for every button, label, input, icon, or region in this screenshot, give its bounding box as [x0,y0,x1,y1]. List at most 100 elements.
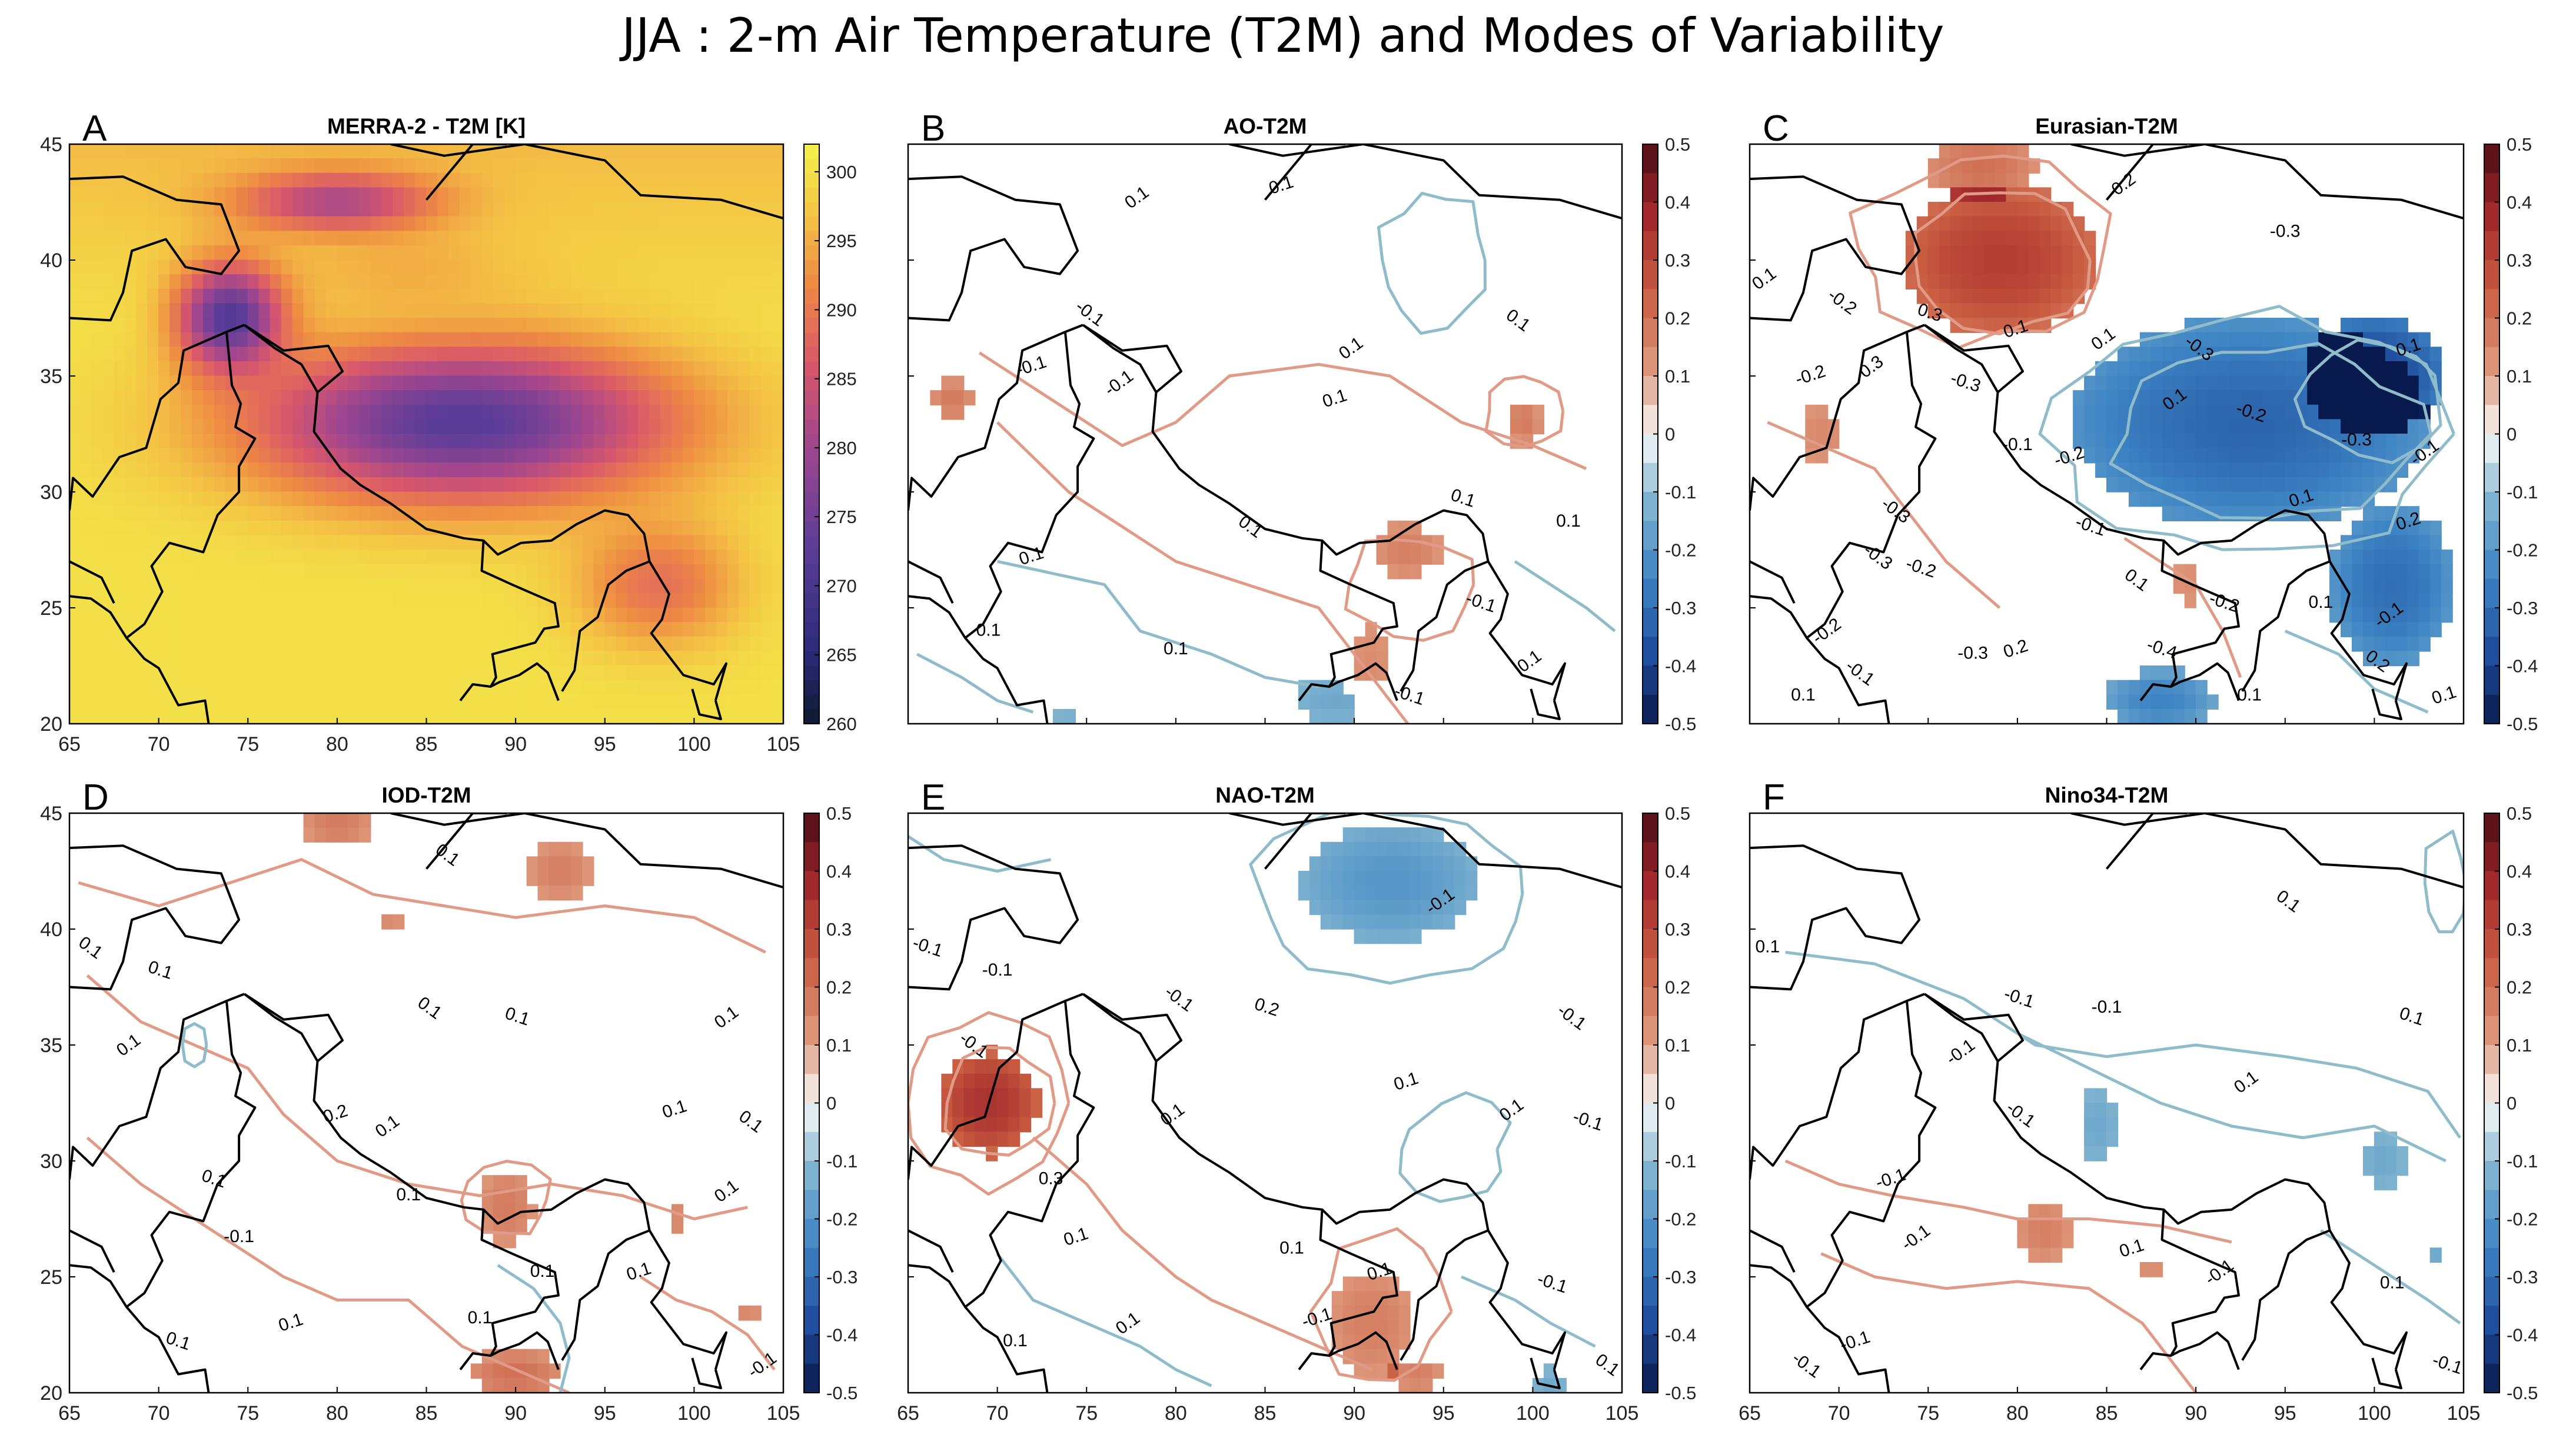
grid-cell [158,216,171,232]
grid-cell [437,375,450,391]
grid-cell [136,259,148,275]
grid-cell [537,564,550,580]
grid-cell [738,564,750,580]
grid-cell [325,535,338,551]
positive-contour [943,1046,1056,1157]
grid-cell [292,144,304,159]
x-tick-label: 95 [2274,1402,2296,1425]
grid-cell [571,550,583,565]
grid-cell [459,550,472,565]
grid-cell [2150,419,2163,435]
grid-cell [381,361,394,377]
grid-cell [359,144,371,159]
grid-cell [1950,245,1962,261]
grid-cell [693,535,706,551]
grid-cell [181,506,193,521]
colorbar-tick-label: -0.5 [1665,714,1696,734]
grid-cell [1398,885,1411,901]
grid-cell [1995,274,2007,289]
grid-cell [281,361,293,377]
grid-cell [2385,361,2397,377]
grid-cell [448,144,461,159]
grid-cell [2173,448,2185,464]
border-line [459,1331,560,1370]
grid-cell [2128,680,2141,695]
grid-cell [660,274,673,289]
grid-cell [997,1131,1009,1147]
grid-cell [515,187,527,203]
grid-cell [560,216,572,232]
grid-cell [2329,593,2342,608]
grid-cell [627,708,639,724]
grid-cell [314,520,327,536]
grid-cell [348,202,360,217]
grid-cell [359,361,371,377]
colorbar-segment [804,1074,819,1104]
panel-b: -0.10.10.10.10.10.10.10.1-0.1-0.10.1-0.1… [907,108,1696,734]
colorbar-segment [1643,929,1658,959]
grid-cell [549,651,561,667]
grid-cell [671,462,684,478]
grid-cell [504,390,516,405]
grid-cell [760,680,773,695]
grid-cell [2084,390,2096,405]
grid-cell [337,216,349,232]
colorbar-segment [1643,1074,1658,1104]
colorbar-tick-label: 0.1 [1665,366,1690,387]
colorbar-segment [1643,289,1658,319]
grid-cell [2162,434,2174,449]
grid-cell [1320,856,1332,872]
grid-cell [348,144,360,159]
grid-cell [337,506,349,521]
grid-cell [337,434,349,449]
grid-cell [493,375,505,391]
grid-cell [258,172,271,188]
grid-cell [2229,318,2241,333]
grid-cell [593,231,606,247]
grid-cell [582,303,594,319]
grid-cell [393,144,405,159]
grid-cell [616,172,628,188]
grid-cell [1354,900,1366,916]
grid-cell [560,694,572,710]
grid-cell [649,303,662,319]
border-line [1229,813,1622,889]
grid-cell [2095,1146,2108,1162]
grid-cell [191,274,204,289]
grid-cell [515,1219,527,1234]
grid-cell [549,841,561,857]
grid-cell [638,593,650,608]
grid-cell [749,520,762,536]
colorbar-segment [804,303,819,319]
colorbar-tick-label: 295 [826,231,857,251]
grid-cell [202,375,215,391]
grid-cell [693,448,706,464]
grid-cell [649,288,662,304]
grid-cell [671,361,684,377]
grid-cell [2396,607,2408,623]
grid-cell [749,158,762,174]
grid-cell [2351,491,2364,507]
grid-cell [627,288,639,304]
grid-cell [604,680,617,695]
grid-cell [738,274,750,289]
grid-cell [292,636,304,652]
grid-cell [281,636,293,652]
grid-cell [1972,245,1985,261]
grid-cell [760,288,773,304]
grid-cell [415,390,427,405]
grid-cell [359,564,371,580]
grid-cell [404,651,416,667]
grid-cell [549,448,561,464]
colorbar-segment [804,1161,819,1190]
grid-cell [2084,434,2096,449]
grid-cell [749,288,762,304]
grid-cell [963,1103,976,1118]
grid-cell [671,259,684,275]
grid-cell [448,708,461,724]
grid-cell [69,665,81,681]
grid-cell [404,665,416,681]
grid-cell [314,593,327,608]
grid-cell [158,245,171,261]
grid-cell [2240,390,2252,405]
